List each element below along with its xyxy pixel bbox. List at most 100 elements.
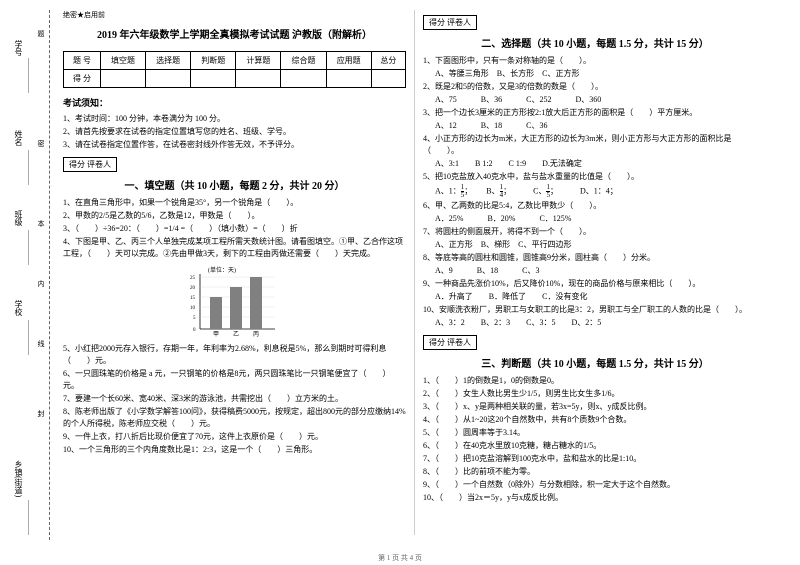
- cell[interactable]: [191, 70, 236, 88]
- options: A、正方形 B、梯形 C、平行四边形: [423, 239, 767, 251]
- question: 10、安顺洗衣粉厂，男职工与女职工的比是3：2，男职工与全厂职工的人数的比是（ …: [423, 304, 767, 316]
- svg-text:甲: 甲: [213, 331, 219, 338]
- svg-text:25: 25: [190, 276, 196, 281]
- cell: 题 号: [64, 52, 101, 70]
- options: A．25% B．20% C．125%: [423, 213, 767, 225]
- question: 7、将圆柱的侧面展开，将得不到一个（ ）。: [423, 226, 767, 238]
- gutter-mark: 题: [36, 30, 46, 37]
- svg-text:0: 0: [193, 328, 196, 333]
- question: 6、（ ）在40克水里放10克糖，糖占糖水的1/5。: [423, 440, 767, 452]
- options: A、75 B、36 C、252 D、360: [423, 94, 767, 106]
- instruction-item: 1、考试时间：100 分钟，本卷满分为 100 分。: [63, 113, 406, 125]
- page-footer: 第 1 页 共 4 页: [0, 553, 800, 563]
- cell: 应用题: [326, 52, 371, 70]
- question: 6、甲、乙两数的比是5:4，乙数比甲数少（ ）。: [423, 200, 767, 212]
- svg-text:5: 5: [193, 316, 196, 321]
- opt-b: B、: [486, 186, 499, 195]
- cell: 计算题: [236, 52, 281, 70]
- score-summary-table: 题 号 填空题 选择题 判断题 计算题 综合题 应用题 总分 得 分: [63, 51, 406, 88]
- opt-c: C、: [533, 186, 546, 195]
- table-row: 题 号 填空题 选择题 判断题 计算题 综合题 应用题 总分: [64, 52, 406, 70]
- opt-d: D、1：4；: [580, 186, 618, 195]
- gutter-mark: 密: [36, 140, 46, 147]
- cell: 得 分: [64, 70, 101, 88]
- gutter-field-class[interactable]: 班级: [13, 210, 24, 226]
- question: 4、（ ）从1~20这20个自然数中，共有8个质数9个合数。: [423, 414, 767, 426]
- instruction-item: 3、请在试卷指定位置作答，在试卷密封线外作答无效，不予评分。: [63, 139, 406, 151]
- question: 7、要建一个长60米、宽40米、深3米的游泳池，共需挖出（ ）立方米的土。: [63, 393, 406, 405]
- question: 9、一件上衣，打八折后比现价便宜了70元，这件上衣原价是（ ）元。: [63, 431, 406, 443]
- cell: 填空题: [100, 52, 145, 70]
- options: A、1：15； B、14； C、15； D、1：4；: [423, 184, 767, 199]
- cell[interactable]: [146, 70, 191, 88]
- svg-text:乙: 乙: [233, 331, 239, 338]
- gutter-field-name[interactable]: 姓名: [13, 130, 24, 146]
- gutter-field-id[interactable]: 学号: [13, 40, 24, 56]
- question: 1、（ ）1的倒数是1，0的倒数是0。: [423, 375, 767, 387]
- question: 3、把一个边长3厘米的正方形按2:1放大后正方形的面积是（ ）平方厘米。: [423, 107, 767, 119]
- gutter-field-town[interactable]: 乡镇(街道): [13, 460, 24, 497]
- scorer-box[interactable]: 得分 评卷人: [423, 15, 477, 30]
- question: 2、（ ）女生人数比男生少1/5，则男生比女生多1/6。: [423, 388, 767, 400]
- question: 5、小红把2000元存入银行，存期一年，年利率为2.68%，利息税是5%，那么到…: [63, 343, 406, 367]
- scorer-box[interactable]: 得分 评卷人: [423, 335, 477, 350]
- gutter-mark: 内: [36, 280, 46, 287]
- opt-a: A、1：: [435, 186, 461, 195]
- question: 8、（ ）比的前项不能为零。: [423, 466, 767, 478]
- question: 9、（ ）一个自然数（0除外）与分数相除，积一定大于这个自然数。: [423, 479, 767, 491]
- cell: 判断题: [191, 52, 236, 70]
- options: A、等腰三角形 B、长方形 C、正方形: [423, 68, 767, 80]
- gutter-mark: 本: [36, 220, 46, 227]
- cell[interactable]: [100, 70, 145, 88]
- question: 3、（ ）÷36=20：（ ）=1/4 =（ ）（填小数）=（ ）折: [63, 223, 406, 235]
- question: 7、（ ）把10克盐溶解到100克水中，盐和盐水的比是1:10。: [423, 453, 767, 465]
- gutter-line: [28, 320, 29, 355]
- gutter-line: [28, 150, 29, 185]
- table-row: 得 分: [64, 70, 406, 88]
- gutter-line: [28, 500, 29, 535]
- section-3-title: 三、判断题（共 10 小题，每题 1.5 分，共计 15 分）: [423, 355, 767, 370]
- exam-title: 2019 年六年级数学上学期全真模拟考试试题 沪教版（附解析）: [63, 26, 406, 41]
- cell[interactable]: [326, 70, 371, 88]
- options: A、3：2 B、2：3 C、3：5 D、2：5: [423, 317, 767, 329]
- question: 4、小正方形的边长为m米，大正方形的边长为3m米，则小正方形与大正方形的面积比是…: [423, 133, 767, 157]
- bar-chart: (单位：天) 25 20 15 10 5 0 甲 乙 丙: [180, 264, 290, 339]
- binding-gutter: 学号 姓名 班级 学校 乡镇(街道) 题 密 本 内 线 封: [8, 10, 50, 540]
- cell[interactable]: [236, 70, 281, 88]
- cell[interactable]: [281, 70, 326, 88]
- cell: 选择题: [146, 52, 191, 70]
- question: 9、一种商品先涨价10%，后又降价10%，现在的商品价格与原来相比（ ）。: [423, 278, 767, 290]
- question: 8、等底等高的圆柱和圆锥，圆锥高9分米，圆柱高（ ）分米。: [423, 252, 767, 264]
- question: 5、（ ）圆周率等于3.14。: [423, 427, 767, 439]
- options: A．升高了 B．降低了 C．没有变化: [423, 291, 767, 303]
- gutter-mark: 封: [36, 410, 46, 417]
- question: 5、把10克盐放入40克水中，盐与盐水重量的比值是（ ）。: [423, 171, 767, 183]
- question: 3、（ ）x、y是两种相关联的量，若3x=5y，则x、y成反比例。: [423, 401, 767, 413]
- left-column: 绝密★启用前 2019 年六年级数学上学期全真模拟考试试题 沪教版（附解析） 题…: [55, 10, 415, 535]
- instruction-item: 2、请首先按要求在试卷的指定位置填写您的姓名、班级、学号。: [63, 126, 406, 138]
- options: A、12 B、18 C、36: [423, 120, 767, 132]
- question: 2、既是2和5的倍数，又是3的倍数的数是（ ）。: [423, 81, 767, 93]
- svg-text:10: 10: [190, 306, 196, 311]
- confidential-tag: 绝密★启用前: [63, 10, 406, 20]
- gutter-field-school[interactable]: 学校: [13, 300, 24, 316]
- cell[interactable]: [371, 70, 405, 88]
- question: 1、在直角三角形中，如果一个锐角是35°，另一个锐角是（ ）。: [63, 197, 406, 209]
- gutter-mark: 线: [36, 340, 46, 347]
- svg-text:15: 15: [190, 296, 196, 301]
- question: 1、下面图形中，只有一条对称轴的是（ ）。: [423, 55, 767, 67]
- question: 10、一个三角形的三个内角度数比是1：2:3，这是一个（ ）三角形。: [63, 444, 406, 456]
- question: 6、一只圆珠笔的价格是 a 元，一只钢笔的价格是8元，两只圆珠笔比一只钢笔便宜了…: [63, 368, 406, 392]
- question: 8、陈老师出版了《小学数学解答100问》，获得稿费5000元，按规定，超出800…: [63, 406, 406, 430]
- options: A、3:1 B 1:2 C 1:9 D.无法确定: [423, 158, 767, 170]
- svg-text:丙: 丙: [253, 331, 259, 338]
- gutter-line: [28, 230, 29, 265]
- question: 10、（ ）当2x＝5y，y与x成反比例。: [423, 492, 767, 504]
- cell: 总分: [371, 52, 405, 70]
- gutter-line: [28, 58, 29, 93]
- svg-text:20: 20: [190, 286, 196, 291]
- section-1-title: 一、填空题（共 10 小题，每题 2 分，共计 20 分）: [63, 177, 406, 192]
- instructions-title: 考试须知：: [63, 96, 406, 109]
- section-2-title: 二、选择题（共 10 小题，每题 1.5 分，共计 15 分）: [423, 35, 767, 50]
- scorer-box[interactable]: 得分 评卷人: [63, 157, 117, 172]
